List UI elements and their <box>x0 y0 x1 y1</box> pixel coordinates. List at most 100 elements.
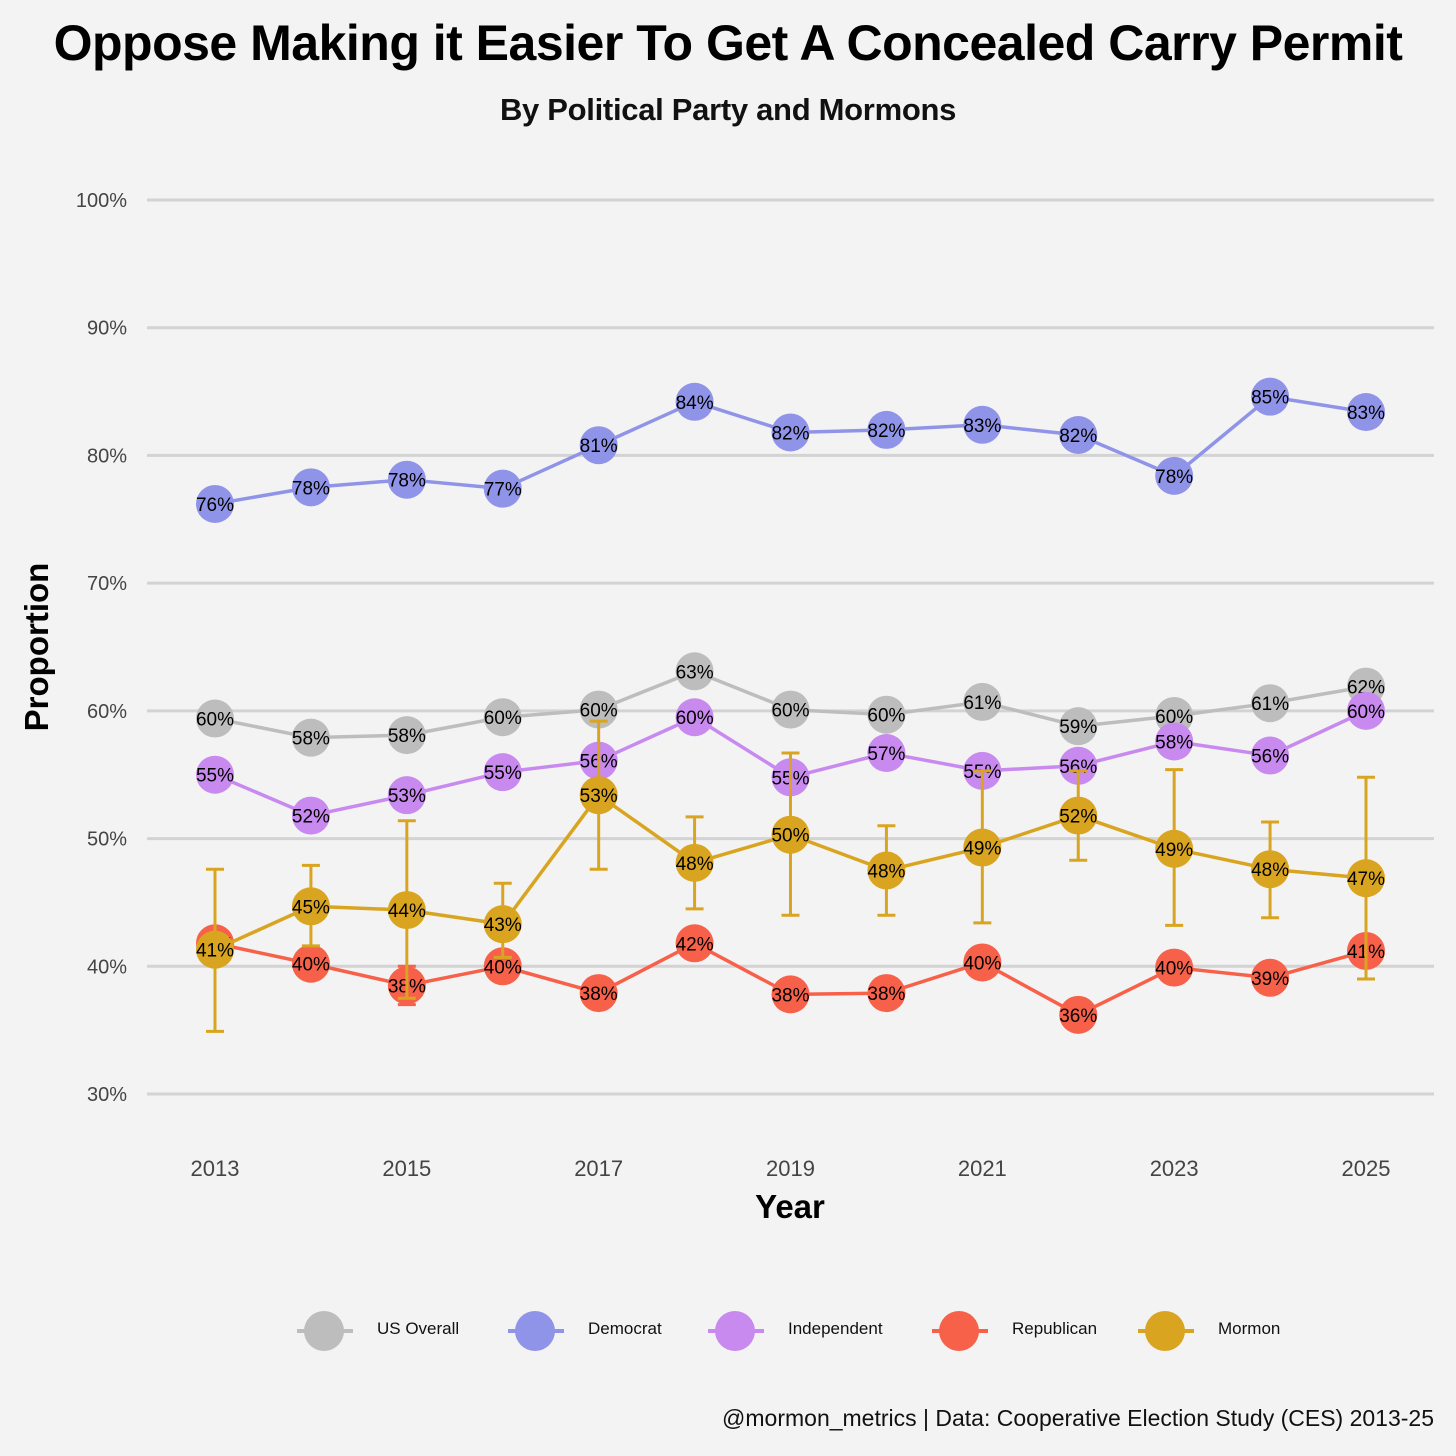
data-point <box>1251 958 1290 997</box>
data-label: 63% <box>676 662 714 683</box>
y-tick-label: 80% <box>87 445 127 467</box>
legend-key <box>295 1306 355 1356</box>
data-point <box>675 652 714 691</box>
data-label: 42% <box>676 934 714 955</box>
legend-key <box>506 1306 566 1356</box>
data-label: 55% <box>484 763 522 784</box>
data-label: 60% <box>1347 702 1385 723</box>
data-label: 40% <box>292 955 330 976</box>
legend-label: Republican <box>1012 1319 1098 1338</box>
legend-key <box>930 1306 990 1356</box>
data-point <box>579 426 618 465</box>
y-tick-label: 50% <box>87 829 127 851</box>
data-point <box>291 718 330 757</box>
data-point <box>291 944 330 983</box>
data-label: 41% <box>196 941 234 962</box>
data-point <box>675 698 714 737</box>
chart-title: Oppose Making it Easier To Get A Conceal… <box>53 15 1403 71</box>
data-label: 60% <box>1155 707 1193 728</box>
data-label: 61% <box>1251 694 1289 715</box>
data-label: 48% <box>676 854 714 875</box>
y-tick-label: 60% <box>87 701 127 723</box>
data-label: 48% <box>867 862 905 883</box>
data-label: 55% <box>196 766 234 787</box>
data-point <box>675 843 714 882</box>
data-point <box>579 974 618 1013</box>
data-point <box>483 905 522 944</box>
data-label: 77% <box>484 480 522 501</box>
data-point <box>1155 456 1194 495</box>
data-label: 44% <box>388 901 426 922</box>
series-us-overall: 60% 58% 58% 60% 60% 63% 60% 60% 61% 59% 60% 61% 62% <box>196 652 1385 757</box>
data-point <box>196 755 234 794</box>
y-tick-label: 40% <box>87 956 127 978</box>
data-point <box>387 460 426 499</box>
data-point <box>1155 948 1194 987</box>
data-label: 82% <box>1059 426 1097 447</box>
data-label: 49% <box>963 839 1001 860</box>
data-point <box>675 924 714 963</box>
data-label: 50% <box>771 826 809 847</box>
series-democrat: 76% 78% 78% 77% 81% 84% 82% 82% 83% 82% 78% 85% 83% <box>196 377 1385 523</box>
data-label: 56% <box>1251 747 1289 768</box>
data-point <box>1251 377 1290 416</box>
legend-label: Mormon <box>1218 1319 1281 1338</box>
x-tick-label: 2017 <box>574 1156 623 1181</box>
data-label: 62% <box>1347 678 1385 699</box>
data-label: 82% <box>771 423 809 444</box>
y-tick-label: 100% <box>76 190 127 212</box>
chart-subtitle: By Political Party and Mormons <box>499 92 957 127</box>
data-label: 45% <box>292 897 330 918</box>
data-point <box>963 405 1002 444</box>
data-point <box>1251 684 1290 723</box>
data-label: 43% <box>484 915 522 936</box>
data-label: 48% <box>1251 860 1289 881</box>
data-point <box>1059 415 1098 454</box>
data-label: 52% <box>292 807 330 828</box>
data-label: 38% <box>867 984 905 1005</box>
data-point <box>196 484 234 523</box>
data-point <box>387 891 426 930</box>
data-label: 60% <box>867 706 905 727</box>
data-point <box>867 695 906 734</box>
data-label: 85% <box>1251 388 1289 409</box>
data-label: 36% <box>1059 1006 1097 1027</box>
data-point <box>387 776 426 815</box>
data-label: 60% <box>580 701 618 722</box>
data-label: 38% <box>771 985 809 1006</box>
data-label: 49% <box>1155 840 1193 861</box>
data-label: 60% <box>676 708 714 729</box>
caption: @mormon_metrics | Data: Cooperative Elec… <box>722 1405 1434 1431</box>
data-label: 76% <box>196 495 234 516</box>
data-label: 78% <box>292 478 330 499</box>
data-point <box>963 943 1002 982</box>
data-label: 78% <box>388 471 426 492</box>
data-point <box>1059 995 1098 1034</box>
data-label: 60% <box>196 710 234 731</box>
data-point <box>1059 746 1098 785</box>
legend-key <box>706 1306 766 1356</box>
data-label: 40% <box>1155 959 1193 980</box>
series-republican: 42%40%38%40%38%42%38%38%40%36%40%39%41% <box>196 924 1385 1034</box>
legend: US Overall Democrat Independent Republican M… <box>0 1306 1456 1356</box>
data-label: 39% <box>1251 969 1289 990</box>
data-point <box>771 975 810 1014</box>
data-label: 84% <box>676 393 714 414</box>
data-point <box>675 382 714 421</box>
data-point <box>579 776 618 815</box>
x-tick-label: 2021 <box>958 1156 1007 1181</box>
data-label: 53% <box>388 786 426 807</box>
x-tick-label: 2015 <box>382 1156 431 1181</box>
data-point <box>196 930 234 969</box>
data-label: 78% <box>1155 467 1193 488</box>
data-label: 56% <box>1059 757 1097 778</box>
data-label: 61% <box>963 693 1001 714</box>
data-point <box>867 974 906 1013</box>
y-axis-title: Proportion <box>18 562 55 732</box>
data-point <box>483 698 522 737</box>
data-label: 58% <box>1155 733 1193 754</box>
x-axis-title: Year <box>755 1188 825 1225</box>
data-point <box>963 828 1002 867</box>
legend-label: Independent <box>788 1319 883 1338</box>
data-label: 38% <box>580 984 618 1005</box>
